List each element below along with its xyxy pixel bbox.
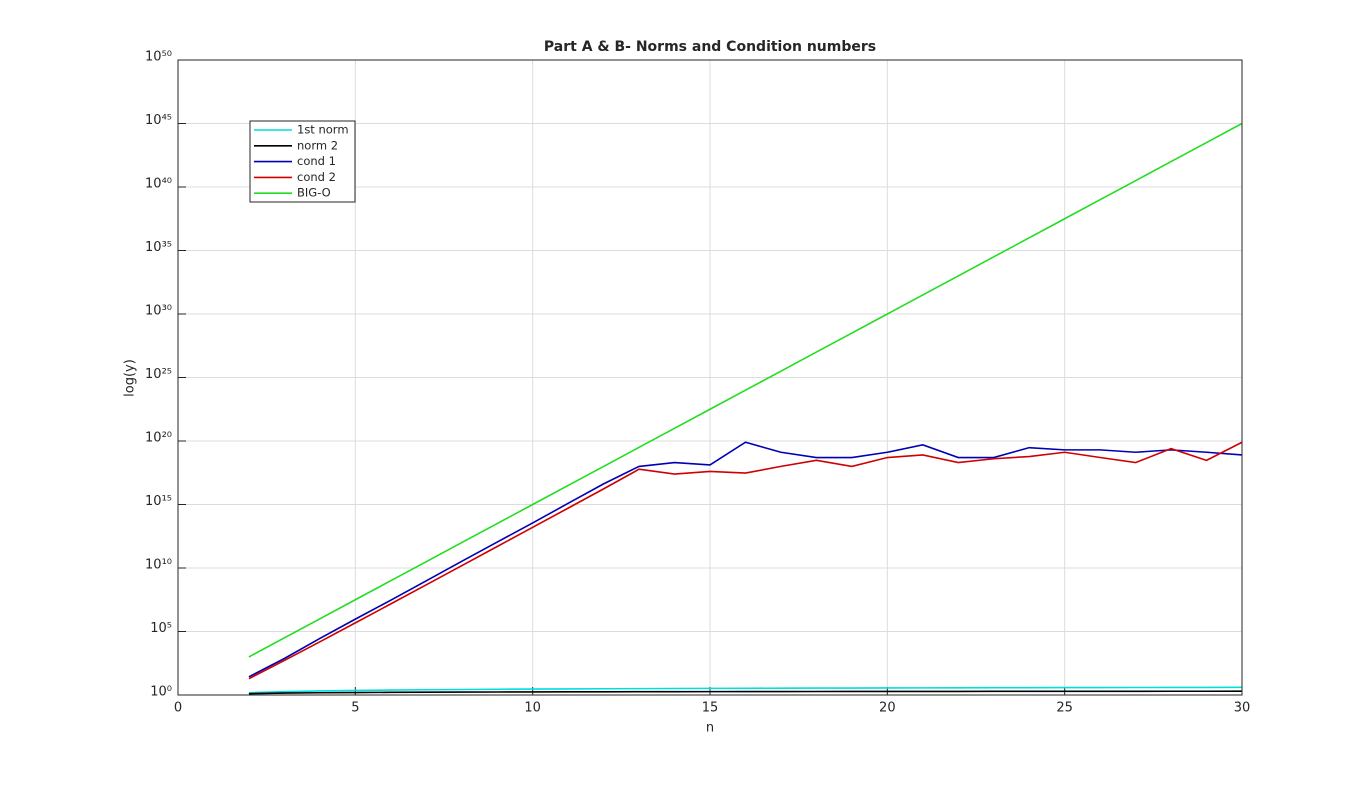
x-axis-label: n (706, 721, 714, 736)
axes-box (177, 59, 1243, 696)
chart-title: Part A & B- Norms and Condition numbers (544, 39, 876, 55)
series-line (248, 122, 1243, 658)
y-tick-label: 10³⁵ (145, 240, 172, 255)
x-tick-label: 30 (1234, 701, 1251, 716)
series-line (248, 441, 1243, 680)
y-tick-label: 10⁴⁰ (145, 177, 172, 192)
y-tick-label: 10¹⁰ (145, 558, 172, 573)
legend-label: cond 1 (297, 154, 336, 168)
x-tick-label: 10 (524, 701, 541, 716)
y-tick-label: 10⁰ (150, 685, 172, 700)
legend-label: BIG-O (297, 186, 331, 200)
x-tick-label: 15 (702, 701, 719, 716)
y-tick-label: 10⁵ (150, 621, 172, 636)
legend-label: norm 2 (297, 138, 338, 152)
x-tick-label: 20 (879, 701, 896, 716)
y-tick-label: 10⁴⁵ (145, 113, 172, 128)
y-tick-label: 10²⁵ (145, 367, 172, 382)
series-line (248, 441, 1243, 678)
x-tick-label: 25 (1056, 701, 1073, 716)
legend-label: 1st norm (297, 123, 349, 137)
series-line (248, 686, 1243, 694)
legend-label: cond 2 (297, 170, 336, 184)
y-tick-label: 10³⁰ (145, 304, 172, 319)
x-tick-label: 5 (351, 701, 359, 716)
y-axis-label: log(y) (123, 359, 138, 397)
x-tick-label: 0 (174, 701, 182, 716)
y-tick-label: 10¹⁵ (145, 494, 172, 509)
y-tick-label: 10⁵⁰ (145, 50, 172, 65)
y-tick-label: 10²⁰ (145, 431, 172, 446)
series-line (248, 690, 1243, 695)
